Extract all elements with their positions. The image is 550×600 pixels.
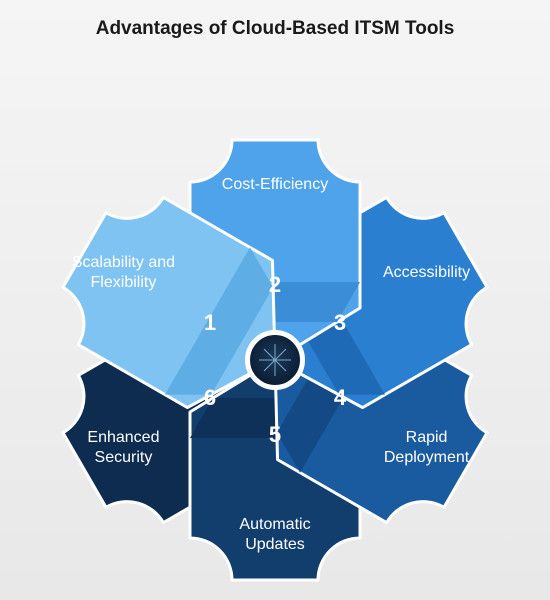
flower-diagram: Scalability andFlexibility1Cost-Efficien…	[0, 40, 550, 600]
center-hub	[245, 330, 305, 390]
page-title: Advantages of Cloud-Based ITSM Tools	[0, 0, 550, 40]
spark-icon	[255, 340, 295, 380]
